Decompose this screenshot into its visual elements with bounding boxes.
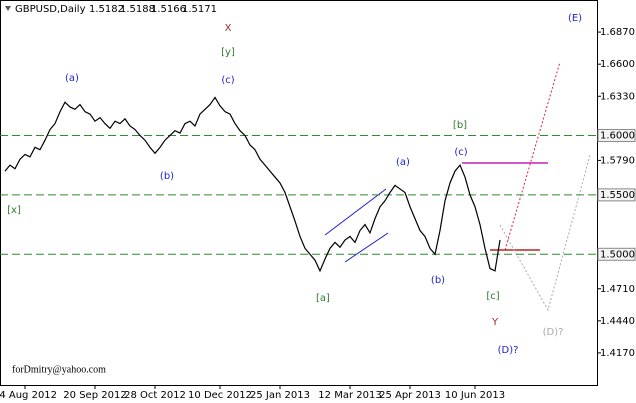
annotation: (c)	[454, 147, 467, 158]
x-tick-label: 20 Sep 2012	[63, 390, 126, 401]
annotation: (D)?	[543, 327, 564, 338]
x-tick-label: 10 Dec 2012	[188, 390, 252, 401]
channel-line	[344, 232, 389, 263]
y-tick-label: 1.6000	[600, 130, 635, 141]
y-tick-label: 1.5500	[600, 190, 635, 201]
projection	[504, 61, 561, 251]
annotation: (E)	[568, 13, 582, 24]
y-tick-label: 1.5000	[600, 249, 635, 260]
ohlc-low: 1.5166	[151, 4, 186, 15]
annotation: [a]	[316, 293, 330, 304]
y-tick-label: 1.4710	[600, 284, 635, 295]
y-tick-label: 1.6330	[600, 91, 635, 102]
ohlc-open: 1.5182	[89, 4, 124, 15]
annotation: [x]	[7, 205, 21, 216]
x-tick-label: 25 Jan 2013	[250, 390, 310, 401]
plot-frame	[0, 0, 598, 386]
x-tick-label: 12 Mar 2013	[318, 390, 381, 401]
ohlc-high: 1.5188	[120, 4, 155, 15]
annotation: (D)?	[498, 345, 519, 356]
channel-line	[324, 188, 387, 236]
annotation: [c]	[486, 291, 499, 302]
projection	[499, 154, 591, 312]
y-tick-label: 1.4170	[600, 348, 635, 359]
x-tick-label: 25 Apr 2013	[379, 390, 441, 401]
annotation: [b]	[453, 120, 467, 131]
x-tick-label: 28 Oct 2012	[124, 390, 186, 401]
y-tick-label: 1.4440	[600, 316, 635, 327]
annotation: (a)	[396, 157, 410, 168]
y-tick-label: 1.6600	[600, 59, 635, 70]
price-box	[597, 188, 636, 202]
price-box	[597, 247, 636, 261]
header-icon	[5, 6, 11, 11]
y-tick-label: 1.6870	[600, 27, 635, 38]
annotation: (c)	[221, 75, 234, 86]
annotation: Y	[491, 317, 499, 328]
symbol: GBPUSD,Daily	[15, 4, 86, 15]
x-tick-label: 14 Aug 2012	[0, 390, 57, 401]
annotation: X	[225, 23, 232, 34]
annotation: (a)	[65, 73, 79, 84]
price-line	[4, 96, 501, 273]
x-tick-label: 10 Jun 2013	[445, 390, 505, 401]
price-box	[597, 128, 636, 142]
annotation: (b)	[431, 275, 445, 286]
ohlc-close: 1.5171	[182, 4, 217, 15]
annotation: forDmitry@yahoo.com	[12, 364, 106, 375]
annotation: (b)	[160, 171, 174, 182]
y-tick-label: 1.5790	[600, 155, 635, 166]
annotation: [y]	[221, 47, 235, 58]
